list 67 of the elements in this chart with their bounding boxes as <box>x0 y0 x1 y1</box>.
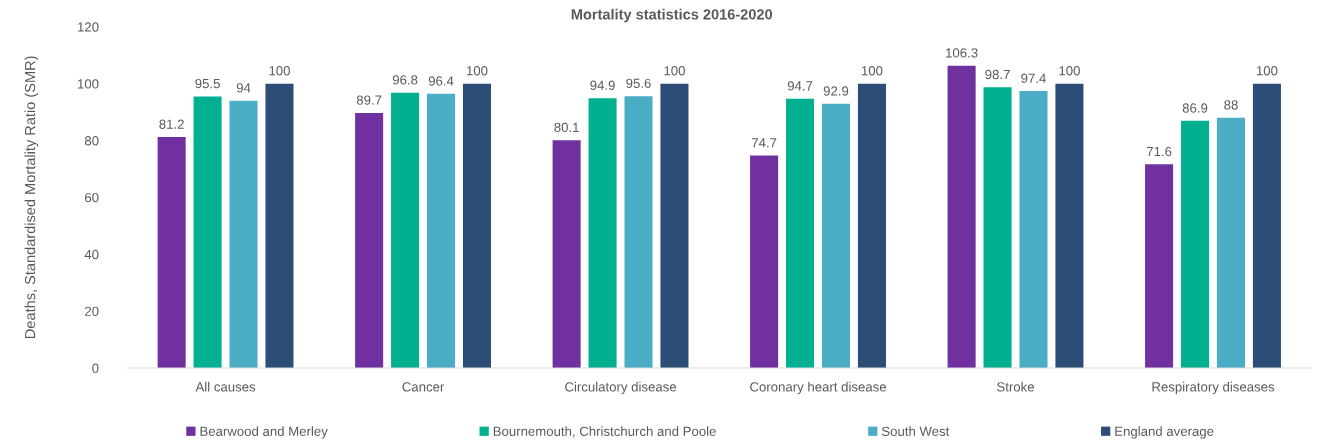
data-label: 92.9 <box>823 86 849 96</box>
bar <box>660 83 689 368</box>
data-label: 96.4 <box>428 76 454 86</box>
bar <box>1019 91 1048 368</box>
data-label: 88 <box>1224 100 1238 110</box>
data-label: 94 <box>236 83 251 93</box>
bar <box>1252 83 1281 368</box>
bar <box>624 96 653 368</box>
x-tick-label: Circulatory disease <box>565 381 677 395</box>
data-label: 89.7 <box>356 95 382 105</box>
bar <box>462 83 491 368</box>
legend-label: Bournemouth, Christchurch and Poole <box>493 426 716 438</box>
bar <box>265 83 294 368</box>
data-label: 100 <box>664 66 685 76</box>
data-label: 100 <box>1256 66 1278 76</box>
x-tick-label: Respiratory diseases <box>1152 381 1275 395</box>
bar <box>391 92 420 368</box>
data-label: 98.7 <box>985 69 1010 80</box>
data-label: 86.9 <box>1182 103 1208 113</box>
bar <box>229 100 258 368</box>
bar <box>193 96 222 368</box>
bar <box>947 65 976 368</box>
y-tick-label: 40 <box>84 249 99 260</box>
bar <box>786 98 815 368</box>
bar <box>157 137 186 368</box>
data-label: 71.6 <box>1146 146 1172 157</box>
x-tick-label: All causes <box>195 381 256 392</box>
bar <box>355 112 384 368</box>
data-label: 106.3 <box>946 48 978 58</box>
y-tick-label: 0 <box>92 363 99 373</box>
data-label: 100 <box>1059 66 1080 76</box>
y-tick-label: 80 <box>84 136 99 146</box>
data-label: 100 <box>861 66 883 76</box>
legend-label: Bearwood and Merley <box>200 426 328 439</box>
bar <box>1055 83 1084 368</box>
legend-label: England average <box>1115 426 1214 439</box>
data-label: 100 <box>269 66 290 76</box>
y-tick-label: 100 <box>78 79 99 89</box>
chart-title: Mortality statistics 2016-2020 <box>571 8 773 23</box>
data-label: 95.5 <box>195 78 220 89</box>
y-tick-label: 60 <box>85 192 99 203</box>
bar <box>983 87 1012 368</box>
data-label: 74.7 <box>751 138 777 148</box>
legend-label: South West <box>881 426 950 436</box>
data-label: 80.1 <box>554 122 579 133</box>
bar <box>427 93 456 368</box>
data-label: 97.4 <box>1021 73 1046 83</box>
y-axis-title: Deaths, Standardised Mortality Ratio (SMR) <box>24 56 39 338</box>
y-tick-label: 120 <box>78 22 99 32</box>
data-label: 81.2 <box>159 119 184 129</box>
data-label: 94.9 <box>590 80 615 90</box>
bar <box>750 155 779 368</box>
y-tick-label: 20 <box>85 306 99 316</box>
data-label: 95.6 <box>626 78 651 88</box>
data-label: 100 <box>466 66 488 76</box>
bar <box>1145 164 1174 368</box>
bar <box>821 103 851 368</box>
bar <box>588 98 617 368</box>
data-label: 96.8 <box>392 75 418 85</box>
data-label: 94.7 <box>787 81 813 91</box>
bar <box>857 83 886 368</box>
x-tick-label: Cancer <box>402 382 445 392</box>
x-tick-label: Stroke <box>997 381 1034 392</box>
x-tick-label: Coronary heart disease <box>750 381 887 395</box>
bar <box>552 140 581 368</box>
bar <box>1216 117 1245 368</box>
bar <box>1181 120 1210 368</box>
